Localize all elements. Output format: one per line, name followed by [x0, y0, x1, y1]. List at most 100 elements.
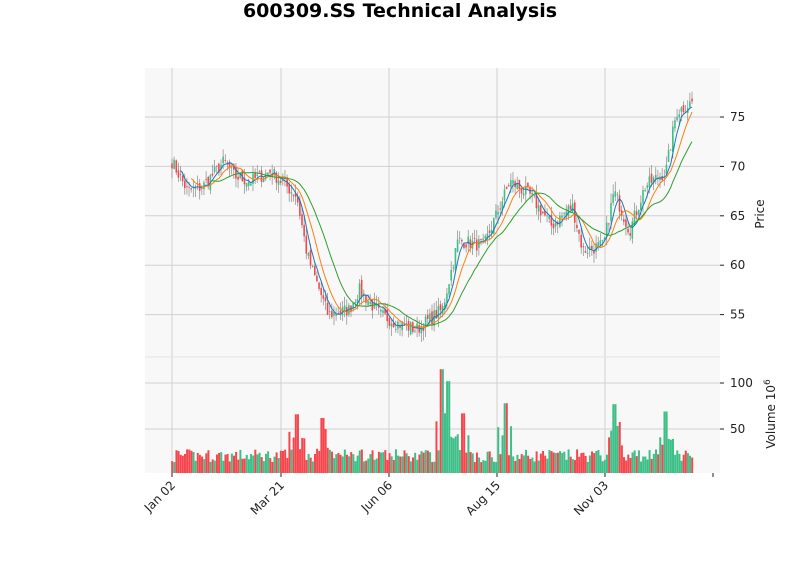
volume-bar [363, 461, 366, 473]
candle-body [650, 173, 653, 183]
volume-bar [284, 449, 287, 473]
candle-body [573, 202, 576, 223]
volume-bar [608, 437, 611, 473]
candle-body [177, 170, 180, 178]
candle-body [356, 299, 359, 304]
volume-bar [420, 451, 423, 473]
candle-body [527, 182, 529, 188]
volume-bar [642, 456, 645, 473]
candle-body [326, 302, 329, 315]
volume-bar [556, 452, 559, 473]
candle-body [426, 315, 429, 319]
volume-bar [350, 452, 353, 473]
candle-body [380, 309, 382, 312]
volume-bar [311, 461, 314, 473]
volume-bar [213, 460, 216, 473]
candle-body [580, 234, 582, 248]
volume-bar [247, 459, 250, 473]
candle-body [215, 165, 218, 167]
volume-bar [482, 460, 485, 473]
volume-bar [631, 452, 634, 473]
volume-bar [616, 425, 619, 473]
candle-body [367, 301, 369, 305]
volume-bar [273, 456, 276, 473]
volume-bar [414, 452, 417, 473]
volume-bar [603, 459, 606, 473]
volume-bar [605, 454, 608, 473]
candle-body [386, 309, 389, 322]
volume-bar [322, 417, 325, 473]
volume-bar [288, 431, 291, 473]
volume-bar [243, 458, 246, 473]
volume-bar [313, 453, 316, 473]
volume-bar [183, 453, 186, 473]
volume-bar [499, 454, 502, 473]
volume-bar [597, 450, 600, 473]
candle-body [420, 325, 423, 334]
volume-bar [218, 452, 221, 473]
x-tick-label: Nov 03 [571, 478, 611, 518]
volume-bar [531, 457, 534, 473]
candle-body [173, 159, 175, 170]
volume-bar [625, 460, 628, 473]
volume-bar [554, 453, 557, 473]
candle-body [605, 222, 608, 238]
candle-body [414, 330, 416, 332]
volume-bar [582, 452, 585, 473]
volume-bar [424, 450, 427, 473]
volume-bar [595, 450, 598, 473]
candle-body [288, 183, 291, 194]
candle-body [431, 311, 433, 325]
volume-bar [527, 455, 530, 473]
y-tick-label: 70 [730, 159, 745, 173]
volume-bar [256, 454, 259, 473]
candle-body [341, 307, 344, 316]
volume-bar [335, 454, 338, 473]
candle-body [331, 311, 333, 318]
volume-bar [507, 455, 510, 473]
volume-bar [463, 413, 466, 473]
volume-bar [573, 460, 576, 473]
candle-body [646, 185, 649, 188]
candle-body [535, 191, 538, 209]
volume-bar [235, 451, 238, 473]
volume-bar [328, 449, 331, 473]
volume-bar [173, 462, 176, 473]
volume-bar [422, 452, 425, 473]
volume-bar [409, 461, 412, 473]
candle-body [623, 219, 625, 222]
volume-bar [277, 458, 280, 473]
volume-bar [576, 449, 579, 473]
candle-body [652, 177, 655, 183]
volume-bar [307, 453, 310, 473]
ma-long-line [212, 141, 693, 327]
volume-bar [552, 452, 555, 473]
volume-bar [439, 369, 442, 473]
volume-bar [241, 458, 244, 473]
candle-body [597, 242, 600, 247]
volume-bar [529, 459, 532, 473]
volume-bar [465, 452, 468, 473]
candle-body [669, 149, 672, 151]
volume-bar [627, 454, 630, 473]
candle-body [490, 229, 493, 234]
y-tick-label: 75 [730, 110, 745, 124]
volume-bar [267, 451, 270, 473]
candle-body [569, 205, 572, 210]
candle-body [599, 240, 602, 245]
candle-body [181, 175, 184, 182]
volume-bar [672, 438, 675, 473]
volume-bar [548, 450, 551, 473]
volume-bar [665, 411, 668, 473]
volume-bar [433, 461, 436, 473]
candle-body [512, 180, 514, 184]
candle-body [456, 239, 459, 252]
price-panel [145, 68, 720, 357]
candle-body [531, 192, 533, 195]
candle-body [552, 223, 555, 229]
volume-bar [610, 430, 613, 473]
volume-bar [514, 460, 517, 473]
volume-bar [446, 381, 449, 473]
volume-bar [388, 453, 391, 473]
candle-body [324, 297, 327, 302]
